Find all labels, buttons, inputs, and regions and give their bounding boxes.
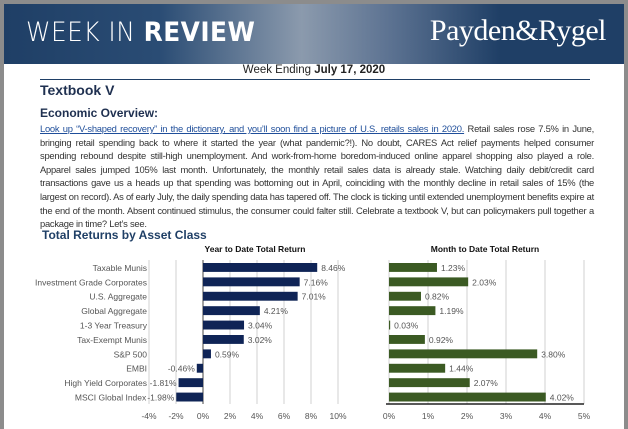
x-tick-label: 2% [461, 411, 474, 421]
x-tick-label: 2% [224, 411, 237, 421]
bar [389, 320, 391, 330]
bar-value-label: 3.04% [248, 321, 273, 331]
bar-value-label: -1.98% [147, 393, 174, 403]
x-tick-label: 3% [500, 411, 513, 421]
chart-title: Year to Date Total Return [205, 244, 306, 254]
charts-heading: Total Returns by Asset Class [42, 228, 207, 242]
x-tick-label: 6% [278, 411, 291, 421]
bar [389, 363, 446, 373]
category-label: EMBI [126, 364, 147, 374]
category-label: U.S. Aggregate [89, 292, 147, 302]
bar-value-label: 7.01% [302, 292, 327, 302]
bar-value-label: -0.46% [168, 364, 195, 374]
category-label: MSCI Global Index [75, 393, 147, 403]
newsletter-title: WEEK IN REVIEW [26, 17, 256, 48]
section-heading: Economic Overview: [40, 106, 159, 120]
overview-paragraph: Look up “V-shaped recovery” in the dicti… [40, 123, 595, 230]
x-tick-label: 4% [251, 411, 264, 421]
x-tick-label: 0% [197, 411, 210, 421]
bar-value-label: 2.07% [474, 378, 499, 388]
bar [389, 378, 470, 388]
category-label: Global Aggregate [81, 306, 147, 316]
company-logo: Payden&Rygel [429, 14, 607, 47]
bar [389, 263, 437, 272]
bar [176, 392, 203, 402]
bar [389, 335, 425, 344]
bar-value-label: 2.03% [472, 277, 497, 287]
divider [40, 79, 590, 80]
x-tick-label: 4% [539, 411, 552, 421]
bar-value-label: 0.59% [215, 349, 240, 359]
bar-value-label: 1.19% [439, 306, 464, 316]
returns-charts: Year to Date Total Return -4% -2% 0% 2% 4% 6% 8… [35, 244, 591, 421]
category-label: Taxable Munis [93, 263, 147, 273]
bar-value-label: 0.82% [425, 292, 450, 302]
bar [203, 291, 298, 301]
x-tick-label: 5% [578, 411, 591, 421]
bar-value-label: 3.80% [541, 349, 566, 359]
bar [389, 306, 436, 316]
chart-title: Month to Date Total Return [431, 244, 539, 254]
week-ending: Week Ending July 17, 2020 [242, 64, 386, 76]
x-tick-label: 10% [329, 411, 346, 421]
bar [178, 378, 203, 388]
bar-value-label: 8.46% [321, 263, 346, 273]
bar [389, 392, 546, 402]
bar-value-label: 1.44% [449, 364, 474, 374]
bar [389, 349, 538, 359]
x-tick-label: -2% [168, 411, 184, 421]
bar-value-label: 0.03% [394, 321, 419, 331]
bar [389, 277, 469, 287]
bar-value-label: -1.81% [150, 378, 177, 388]
bar [203, 277, 300, 287]
bar [203, 320, 245, 330]
bar-value-label: 4.21% [264, 306, 289, 316]
x-tick-label: -4% [141, 411, 157, 421]
category-label: 1-3 Year Treasury [80, 321, 148, 331]
bar-value-label: 7.16% [304, 277, 329, 287]
x-tick-label: 8% [305, 411, 318, 421]
article-title: Textbook V [40, 82, 115, 98]
newsletter-page: WEEK IN REVIEW Payden&Rygel Week Ending … [4, 4, 624, 429]
x-tick-label: 0% [383, 411, 396, 421]
bar-value-label: 3.02% [248, 335, 273, 345]
category-label: Investment Grade Corporates [35, 277, 147, 287]
category-label: High Yield Corporates [64, 378, 147, 388]
bar-value-label: 4.02% [550, 393, 575, 403]
bar [389, 291, 421, 301]
bar-value-label: 1.23% [441, 263, 466, 273]
bar-value-label: 0.92% [429, 335, 454, 345]
category-label: Tax-Exempt Munis [77, 335, 147, 345]
x-tick-label: 1% [422, 411, 435, 421]
bar [196, 363, 203, 373]
header-banner: WEEK IN REVIEW Payden&Rygel [4, 4, 624, 64]
intro-link[interactable]: Look up “V-shaped recovery” in the dicti… [40, 123, 465, 134]
category-label: S&P 500 [114, 349, 148, 359]
bar [203, 335, 244, 344]
bar [203, 263, 318, 272]
bar [203, 349, 211, 359]
bar [203, 306, 260, 316]
